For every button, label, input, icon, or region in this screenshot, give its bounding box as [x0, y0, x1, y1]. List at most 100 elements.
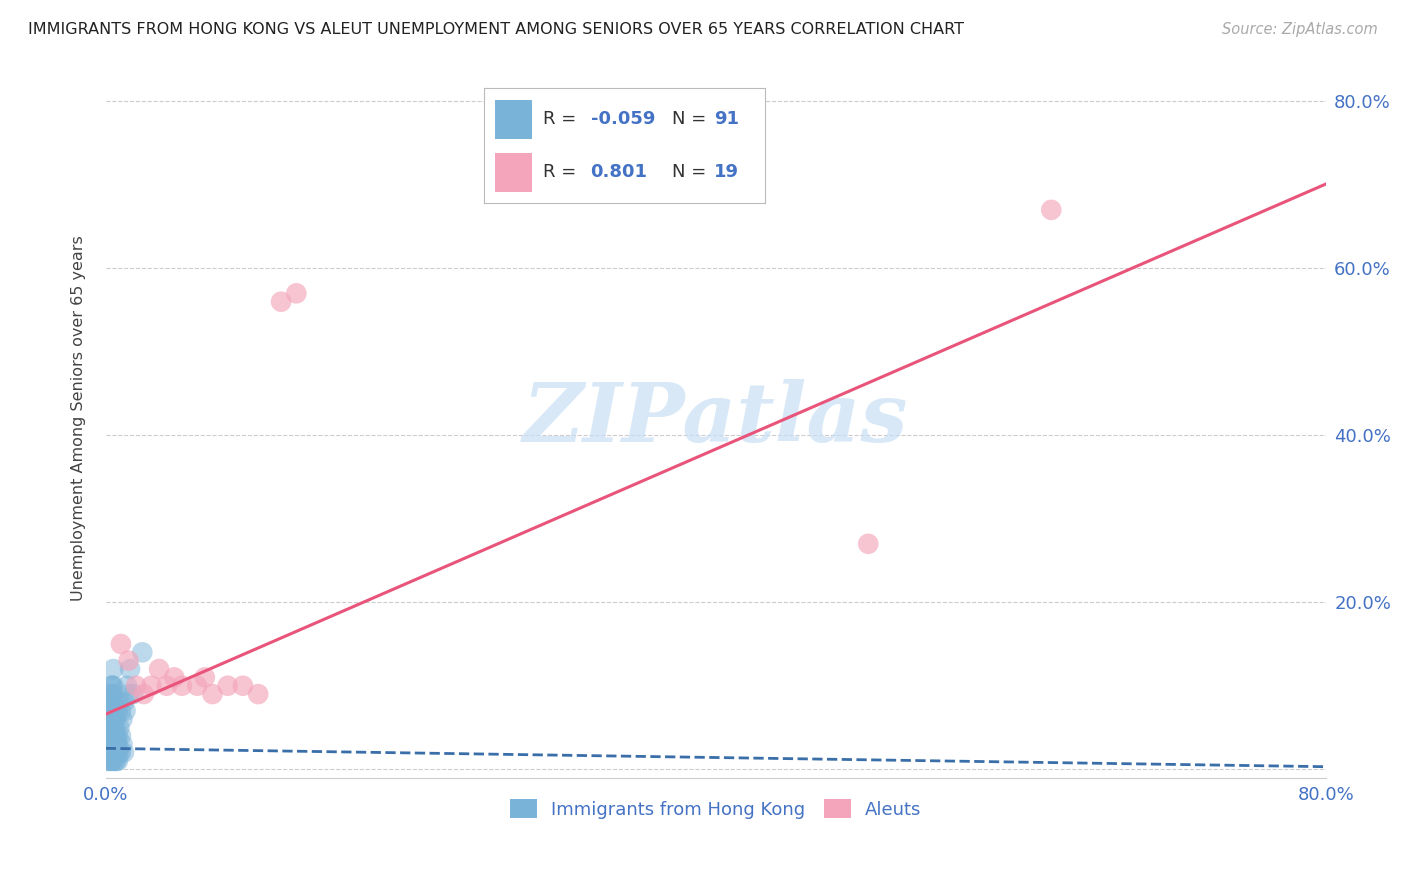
Point — [97, 695, 120, 709]
Point — [107, 746, 129, 760]
Point — [117, 654, 139, 668]
Point — [201, 687, 224, 701]
Point — [232, 679, 254, 693]
Point — [101, 695, 124, 709]
Point — [98, 721, 121, 735]
Point — [98, 712, 121, 726]
Point — [97, 746, 120, 760]
Point — [194, 670, 217, 684]
Point — [103, 687, 125, 701]
Point — [107, 737, 129, 751]
Point — [108, 721, 131, 735]
Point — [98, 729, 121, 743]
Point — [103, 679, 125, 693]
Point — [97, 754, 120, 768]
Point — [96, 695, 118, 709]
Point — [112, 746, 135, 760]
Point — [1040, 202, 1063, 217]
Point — [148, 662, 170, 676]
Point — [141, 679, 163, 693]
Y-axis label: Unemployment Among Seniors over 65 years: Unemployment Among Seniors over 65 years — [72, 235, 86, 601]
Point — [101, 687, 124, 701]
Point — [186, 679, 208, 693]
Point — [103, 704, 125, 718]
Point — [101, 712, 124, 726]
Point — [104, 737, 127, 751]
Point — [98, 737, 121, 751]
Point — [97, 721, 120, 735]
Point — [98, 754, 121, 768]
Point — [98, 746, 121, 760]
Point — [97, 687, 120, 701]
Point — [104, 746, 127, 760]
Point — [97, 712, 120, 726]
Point — [103, 712, 125, 726]
Point — [108, 695, 131, 709]
Point — [101, 754, 124, 768]
Point — [104, 754, 127, 768]
Point — [96, 737, 118, 751]
Point — [112, 695, 135, 709]
Point — [97, 729, 120, 743]
Point — [101, 729, 124, 743]
Point — [107, 704, 129, 718]
Point — [117, 687, 139, 701]
Point — [108, 746, 131, 760]
Point — [98, 695, 121, 709]
Point — [97, 712, 120, 726]
Point — [858, 537, 880, 551]
Point — [103, 662, 125, 676]
Point — [285, 286, 308, 301]
Text: ZIPatlas: ZIPatlas — [523, 378, 908, 458]
Point — [96, 746, 118, 760]
Point — [132, 687, 155, 701]
Point — [96, 729, 118, 743]
Text: IMMIGRANTS FROM HONG KONG VS ALEUT UNEMPLOYMENT AMONG SENIORS OVER 65 YEARS CORR: IMMIGRANTS FROM HONG KONG VS ALEUT UNEMP… — [28, 22, 965, 37]
Point — [125, 679, 148, 693]
Point — [101, 721, 124, 735]
Point — [115, 679, 138, 693]
Point — [104, 712, 127, 726]
Point — [103, 746, 125, 760]
Point — [98, 704, 121, 718]
Point — [96, 721, 118, 735]
Point — [103, 721, 125, 735]
Point — [110, 729, 132, 743]
Point — [120, 662, 142, 676]
Point — [105, 754, 128, 768]
Point — [97, 695, 120, 709]
Point — [107, 754, 129, 768]
Point — [101, 704, 124, 718]
Point — [101, 712, 124, 726]
Point — [103, 704, 125, 718]
Point — [114, 704, 136, 718]
Point — [110, 637, 132, 651]
Point — [98, 712, 121, 726]
Point — [105, 737, 128, 751]
Point — [104, 729, 127, 743]
Point — [105, 712, 128, 726]
Point — [101, 679, 124, 693]
Point — [96, 704, 118, 718]
Point — [96, 721, 118, 735]
Point — [105, 737, 128, 751]
Point — [247, 687, 270, 701]
Point — [96, 754, 118, 768]
Point — [103, 729, 125, 743]
Point — [97, 721, 120, 735]
Point — [104, 729, 127, 743]
Point — [104, 695, 127, 709]
Point — [111, 737, 134, 751]
Point — [97, 737, 120, 751]
Point — [98, 704, 121, 718]
Point — [170, 679, 193, 693]
Point — [103, 737, 125, 751]
Point — [98, 721, 121, 735]
Point — [110, 704, 132, 718]
Point — [98, 695, 121, 709]
Point — [103, 754, 125, 768]
Point — [101, 746, 124, 760]
Point — [105, 729, 128, 743]
Point — [163, 670, 186, 684]
Point — [156, 679, 179, 693]
